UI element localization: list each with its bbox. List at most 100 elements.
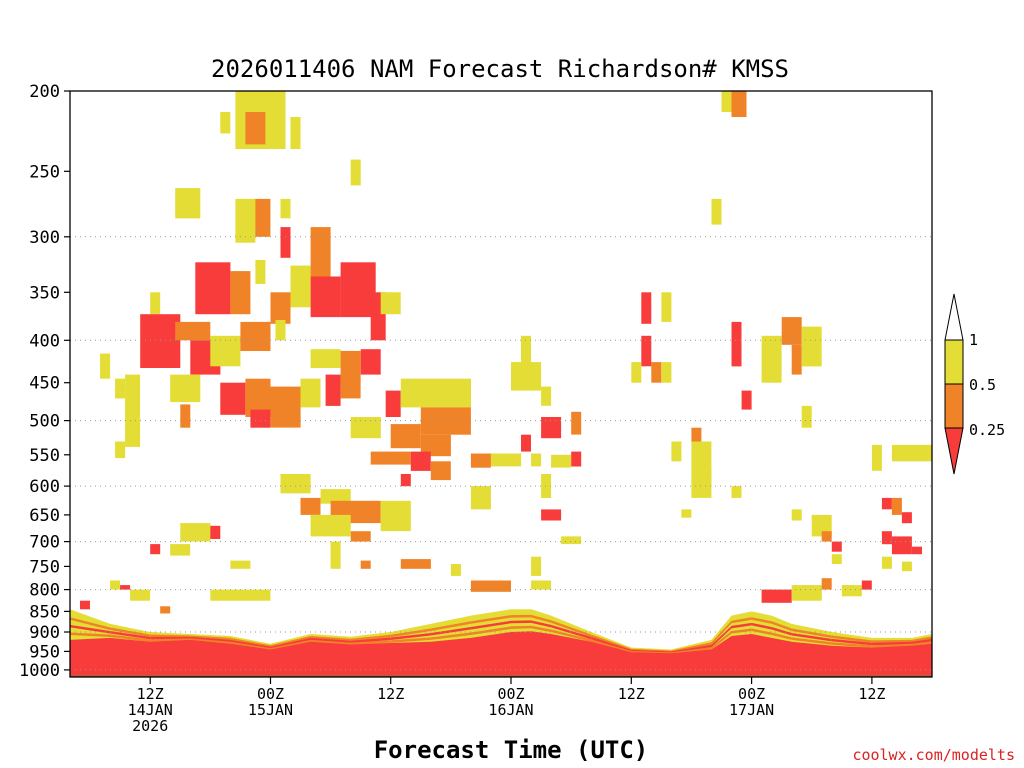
boundary-layer-stripe <box>511 620 532 624</box>
ri-cell-mid <box>230 271 251 315</box>
ri-cell-low <box>541 509 562 521</box>
x-tick-label: 12Z <box>137 685 164 703</box>
boundary-layer-stripe <box>751 622 772 630</box>
ri-cell-high <box>531 556 542 576</box>
boundary-layer-stripe <box>430 632 471 640</box>
x-tick-label: 14JAN <box>128 701 173 719</box>
boundary-layer-stripe <box>470 626 511 635</box>
ri-cell-low <box>140 314 181 368</box>
boundary-layer-stripe <box>470 620 511 630</box>
boundary-layer-stripe <box>511 625 532 629</box>
boundary-layer-stripe <box>731 622 752 629</box>
ri-cell-mid <box>340 350 361 383</box>
y-axis: 200 250 300 350 400 450 500 550 600 650 700 750 8008… <box>19 82 70 681</box>
chart-title: 2026011406 NAM Forecast Richardson# KMSS <box>211 55 789 83</box>
boundary-layer-stripe <box>831 638 872 646</box>
ri-cell-mid <box>400 559 431 569</box>
ri-cell-high <box>230 560 251 569</box>
y-tick-label: 850 <box>29 602 60 622</box>
legend-cap-high <box>944 293 964 341</box>
y-tick-label: 650 <box>29 506 60 526</box>
ri-cell-mid <box>791 344 802 375</box>
boundary-layer-stripe <box>791 628 832 638</box>
ri-cell-high <box>531 580 552 590</box>
plot-frame <box>69 90 933 678</box>
ri-cell-mid <box>470 580 511 592</box>
ri-cell-high <box>791 509 802 521</box>
ri-cell-mid <box>270 292 291 324</box>
ri-cell-low <box>220 382 246 415</box>
legend-swatch-low <box>944 427 964 475</box>
y-tick-label: 200 <box>29 82 60 102</box>
ri-cell-high <box>841 585 862 597</box>
ri-cell-high <box>100 353 111 379</box>
ri-cell-high <box>400 378 471 408</box>
ri-cell-high <box>290 265 311 308</box>
ri-cell-low <box>325 374 341 406</box>
boundary-layer-stripe <box>731 628 752 634</box>
ri-cell-high <box>521 335 531 367</box>
legend-label: 0.25 <box>969 421 1005 439</box>
ri-cell-mid <box>390 424 421 449</box>
boundary-layer-stripe <box>771 627 792 636</box>
legend: 1 0.5 0.25 <box>944 293 1005 475</box>
ri-cell-high <box>115 378 126 399</box>
ri-cell-high <box>175 188 201 219</box>
ri-cell-mid <box>340 378 361 399</box>
y-tick-label: 550 <box>29 446 60 466</box>
ri-cell-high <box>235 198 256 243</box>
ri-cell-mid <box>270 386 301 428</box>
y-tick-label: 600 <box>29 477 60 497</box>
ri-cell-mid <box>691 427 702 442</box>
ri-cell-high <box>180 523 211 542</box>
boundary-layer-stripe <box>430 627 471 636</box>
y-tick-label: 400 <box>29 331 60 351</box>
ri-cell-high <box>380 292 401 315</box>
ri-cell-low <box>831 541 842 552</box>
ri-cell-high <box>491 453 522 467</box>
ri-cell-high <box>115 441 126 459</box>
ri-cell-high <box>541 474 552 498</box>
ri-cell-low <box>901 512 912 524</box>
ri-cell-mid <box>240 321 271 351</box>
y-tick-label: 900 <box>29 623 60 643</box>
ri-cell-high <box>170 374 201 403</box>
ri-cell-high <box>631 362 642 383</box>
ri-cell-low <box>881 497 892 510</box>
ri-cell-high <box>801 405 812 428</box>
boundary-layer-stripe <box>531 625 552 632</box>
x-tick-label: 12Z <box>377 685 404 703</box>
y-tick-label: 500 <box>29 412 60 432</box>
boundary-layer-stripe <box>912 638 932 645</box>
ri-cell-low <box>210 525 221 539</box>
ri-cell-high <box>701 467 712 487</box>
legend-label: 1 <box>969 331 978 349</box>
ri-cell-low <box>150 544 161 555</box>
ri-cell-high <box>210 589 271 601</box>
ri-cell-high <box>330 541 341 569</box>
ri-cell-high <box>280 474 311 494</box>
ri-cell-low <box>400 474 411 487</box>
ri-cell-mid <box>781 317 802 345</box>
ri-cell-high <box>801 326 822 367</box>
boundary-layer-stripe <box>390 637 431 643</box>
y-tick-label: 350 <box>29 283 60 303</box>
boundary-layer-stripe <box>831 635 872 643</box>
y-tick-label: 300 <box>29 228 60 248</box>
ri-cell-high <box>871 444 882 471</box>
ri-cell-high <box>210 335 241 367</box>
ri-cell-low <box>80 600 90 610</box>
ri-cell-low <box>310 276 341 318</box>
boundary-layer-stripe <box>791 637 832 645</box>
ri-cell-high <box>791 585 822 601</box>
ri-cell-mid <box>420 434 451 457</box>
ri-cell-mid <box>430 461 451 481</box>
boundary-layer-stripe <box>711 620 732 645</box>
boundary-layer-stripe <box>350 634 391 642</box>
boundary-layer-stripe <box>711 625 732 648</box>
ri-cell-high <box>711 198 722 225</box>
ri-cell-mid <box>821 531 832 542</box>
ri-cell-low <box>861 580 872 590</box>
x-tick-label: 00Z <box>497 685 524 703</box>
